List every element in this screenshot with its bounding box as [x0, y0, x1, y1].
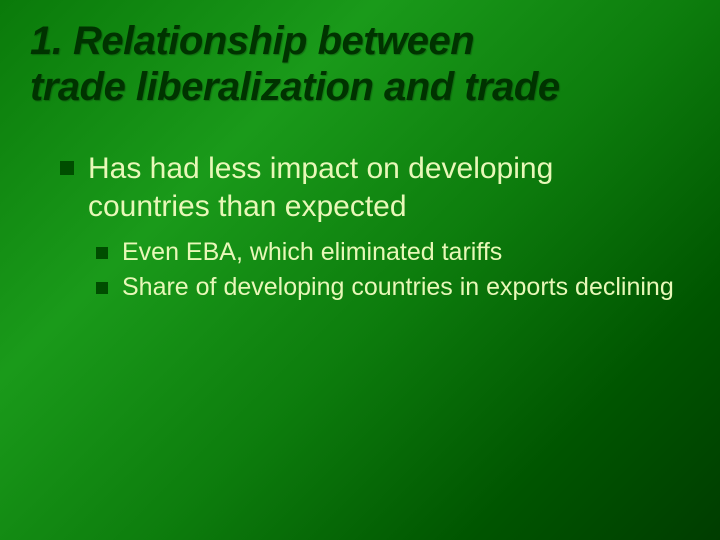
title-line-1: 1. Relationship between: [30, 18, 690, 64]
bullet-level1: Has had less impact on developing countr…: [60, 150, 680, 225]
bullet-text: Even EBA, which eliminated tariffs: [122, 237, 680, 268]
title-line-2: trade liberalization and trade: [30, 64, 690, 110]
square-bullet-icon: [96, 247, 108, 259]
square-bullet-icon: [96, 282, 108, 294]
bullet-text: Has had less impact on developing countr…: [88, 150, 680, 225]
slide-title: 1. Relationship between trade liberaliza…: [30, 18, 690, 110]
bullet-text: Share of developing countries in exports…: [122, 272, 680, 303]
bullet-level2: Even EBA, which eliminated tariffs: [96, 237, 680, 268]
square-bullet-icon: [60, 161, 74, 175]
slide: 1. Relationship between trade liberaliza…: [0, 0, 720, 540]
slide-body: Has had less impact on developing countr…: [60, 150, 680, 308]
bullet-level2: Share of developing countries in exports…: [96, 272, 680, 303]
